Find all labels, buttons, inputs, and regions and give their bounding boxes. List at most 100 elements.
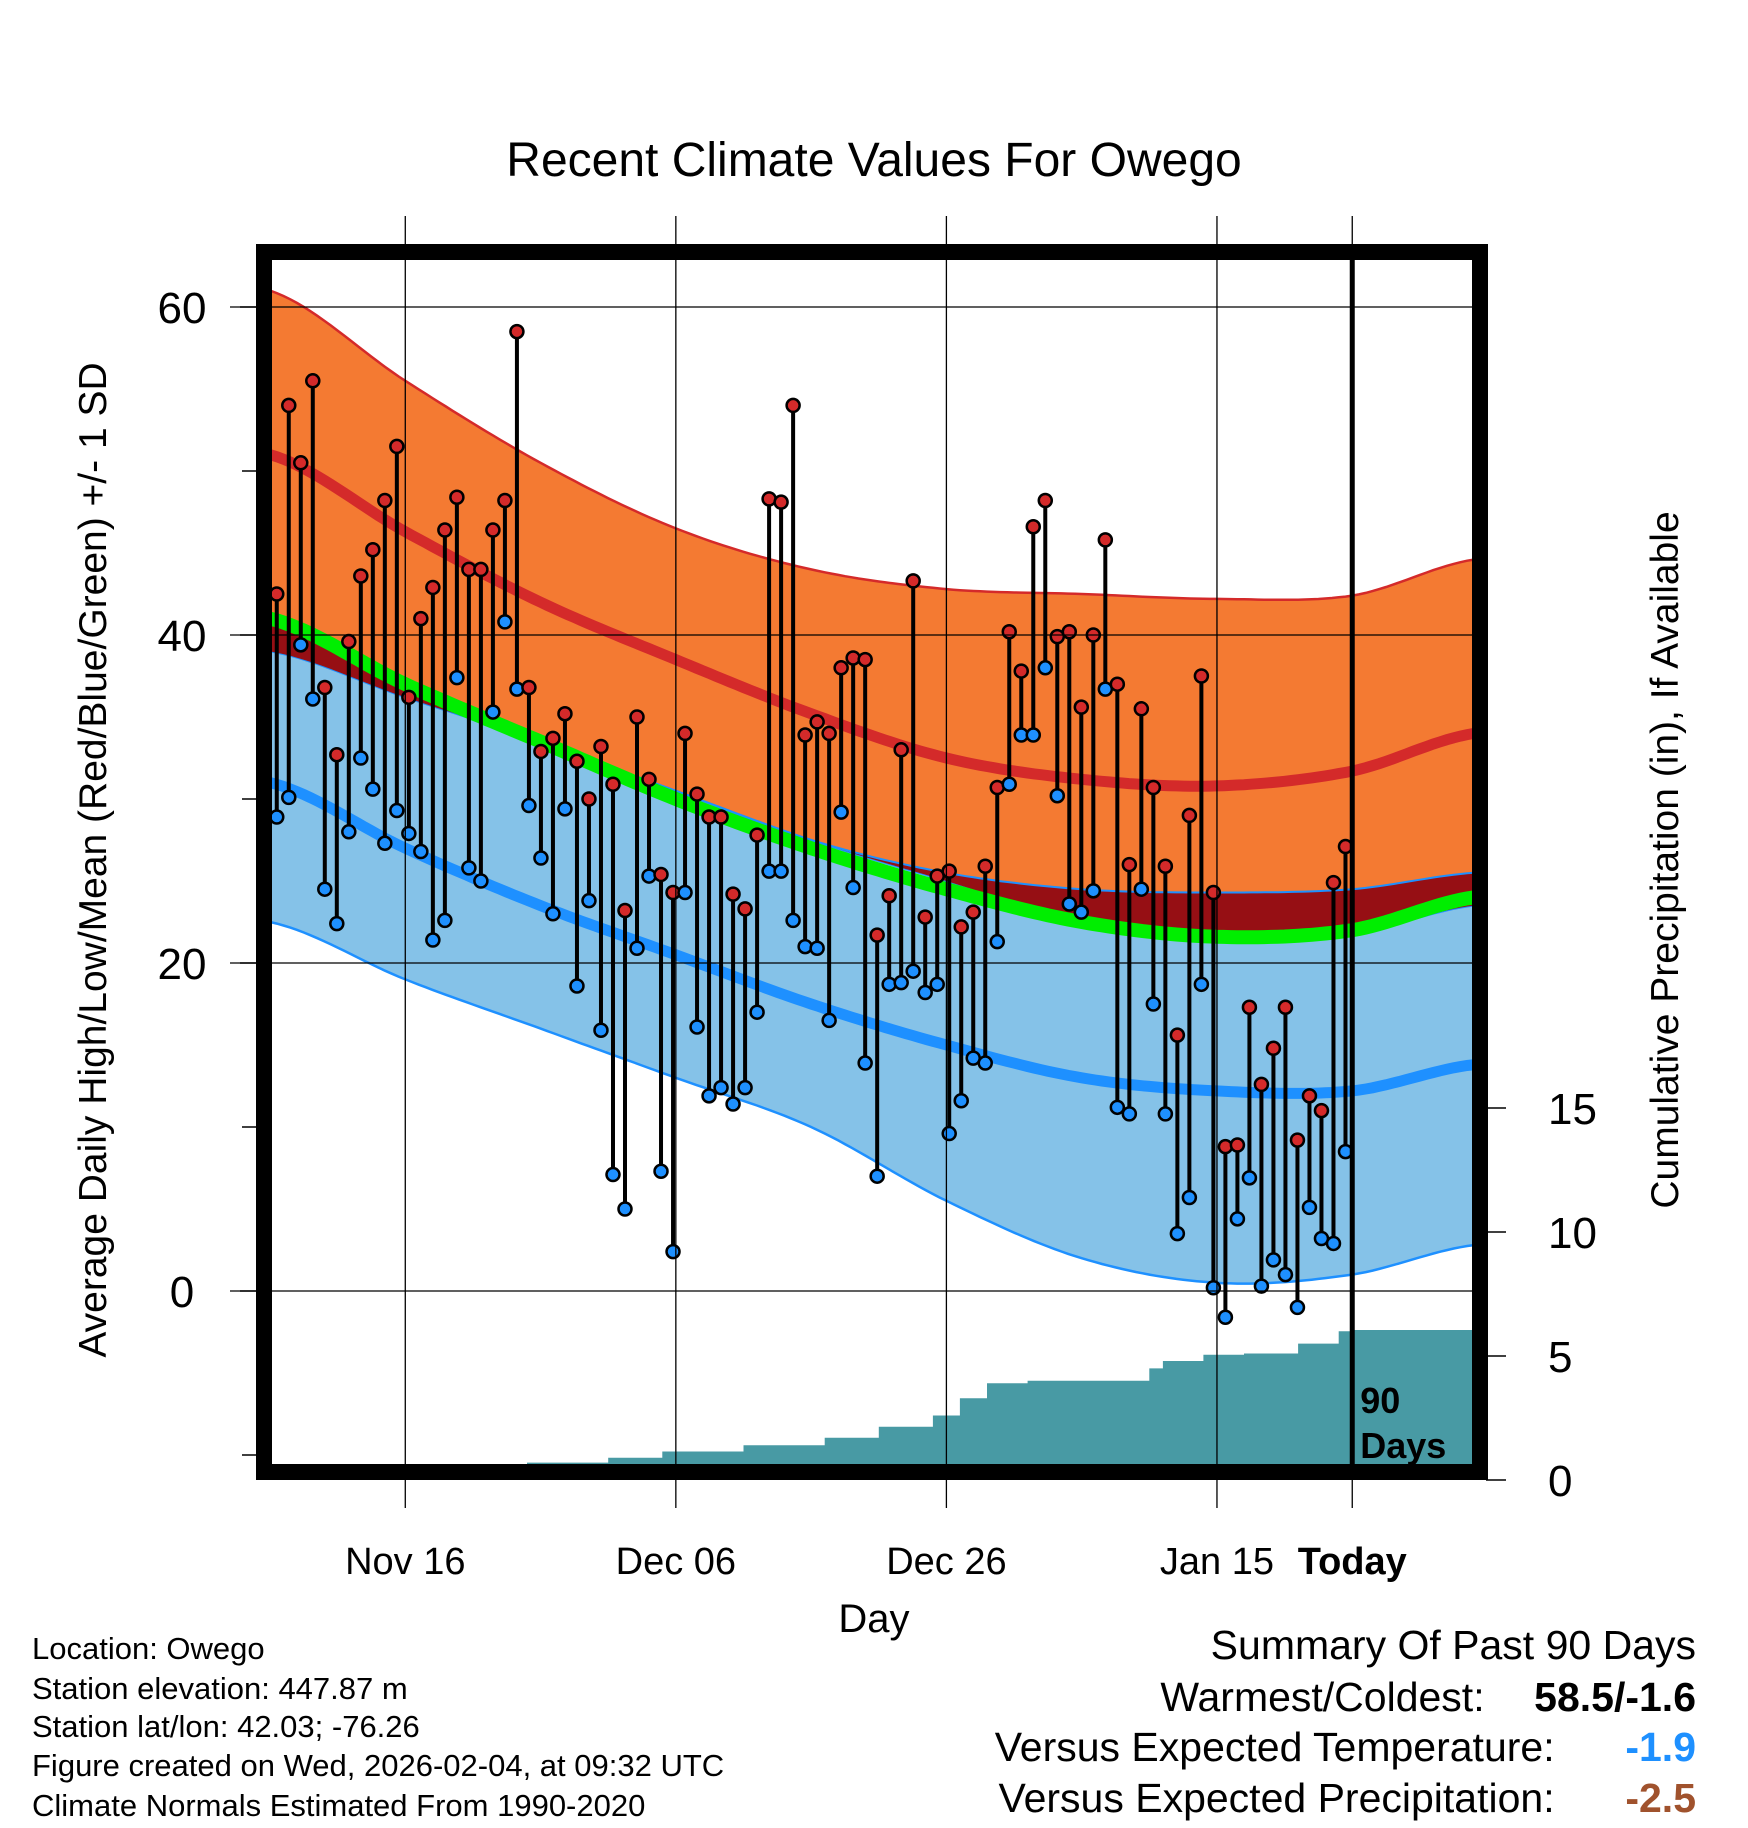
created-text: Figure created on Wed, 2026-02-04, at 09… (32, 1748, 725, 1783)
high-point (581, 791, 597, 807)
high-point (1133, 701, 1150, 717)
location-text: Location: Owego (32, 1631, 265, 1666)
precip-value: -2.5 (1625, 1775, 1696, 1821)
low-point (617, 1201, 633, 1217)
y-axis-label: Average Daily High/Low/Mean (Red/Blue/Gr… (72, 362, 115, 1357)
low-point (689, 1019, 705, 1035)
high-point (1061, 623, 1078, 640)
high-point (773, 494, 789, 510)
low-point (1025, 727, 1042, 743)
low-point (497, 614, 513, 630)
low-point (1265, 1252, 1282, 1268)
y2-tick-label: 5 (1548, 1333, 1572, 1382)
high-point (953, 919, 969, 935)
summary-warmest-coldest: Warmest/Coldest: 58.5/-1.6 (1160, 1674, 1696, 1721)
low-point (629, 940, 645, 956)
low-point (653, 1163, 669, 1180)
high-point (1205, 884, 1222, 901)
low-point (905, 963, 921, 979)
low-point (1217, 1309, 1234, 1325)
high-sd-band (270, 290, 1474, 893)
high-point (509, 323, 525, 340)
low-point (953, 1093, 969, 1109)
high-point (1277, 999, 1294, 1016)
low-point (413, 843, 429, 860)
high-point (1169, 1027, 1186, 1043)
low-point (701, 1088, 717, 1104)
low-point (365, 781, 381, 797)
low-point (389, 802, 405, 819)
chart-title: Recent Climate Values For Owego (506, 134, 1241, 187)
high-point (533, 743, 549, 760)
low-point (893, 974, 909, 991)
x-tick-label: Dec 06 (616, 1541, 736, 1583)
low-point (989, 933, 1005, 950)
high-point (749, 827, 765, 843)
low-point (1289, 1299, 1306, 1316)
low-point (1157, 1106, 1174, 1122)
high-point (1253, 1076, 1270, 1093)
high-point (365, 541, 381, 558)
high-point (1001, 623, 1018, 640)
high-point (785, 397, 801, 414)
y-tick-label: 20 (158, 940, 207, 989)
low-point (773, 863, 789, 879)
high-point (1109, 676, 1126, 692)
high-point (965, 904, 981, 920)
high-point (1313, 1102, 1330, 1119)
high-point (1289, 1132, 1306, 1148)
warmest-coldest-value: 58.5/-1.6 (1534, 1674, 1696, 1720)
low-point (917, 984, 933, 1001)
low-point (305, 691, 321, 707)
low-point (473, 873, 489, 889)
low-point (713, 1079, 729, 1096)
high-point (1037, 492, 1054, 509)
high-point (917, 909, 933, 925)
high-point (1229, 1137, 1246, 1153)
low-point (485, 704, 501, 720)
low-sd-lower-line (270, 920, 1474, 1285)
y2-axis-label: Cumulative Precipitation (in), If Availa… (1644, 511, 1687, 1208)
summary-precipitation: Versus Expected Precipitation: -2.5 (999, 1775, 1697, 1822)
low-point (341, 824, 357, 840)
high-point (869, 927, 885, 943)
low-point (270, 809, 285, 825)
high-point (305, 373, 321, 389)
low-point (545, 906, 561, 922)
high-point (809, 714, 825, 730)
elevation-text: Station elevation: 447.87 m (32, 1671, 408, 1706)
low-point (281, 789, 297, 806)
high-point (641, 771, 657, 788)
high-point (1025, 519, 1042, 535)
today-days-word: Days (1360, 1425, 1446, 1466)
high-point (1013, 663, 1030, 679)
low-point (1193, 976, 1210, 993)
high-point (1241, 999, 1258, 1016)
high-point (377, 492, 393, 509)
low-point (377, 835, 393, 852)
high-point (629, 709, 645, 725)
low-point (1181, 1189, 1198, 1206)
y-tick-label: 40 (158, 612, 207, 661)
high-point (413, 610, 429, 627)
high-point (1097, 532, 1114, 548)
high-point (689, 786, 705, 802)
low-point (941, 1125, 957, 1142)
high-point (317, 679, 333, 696)
low-point (977, 1055, 993, 1071)
low-point (857, 1055, 873, 1071)
warmest-coldest-label: Warmest/Coldest: (1160, 1674, 1485, 1720)
high-point (977, 858, 993, 874)
low-point (1241, 1170, 1258, 1186)
y-tick-label: 0 (170, 1268, 194, 1317)
temp-value: -1.9 (1625, 1724, 1696, 1770)
low-point (749, 1004, 765, 1020)
low-point (665, 1243, 681, 1260)
high-point (737, 901, 753, 917)
high-point (905, 573, 921, 589)
low-point (581, 892, 597, 909)
low-point (461, 860, 477, 876)
high-point (557, 705, 573, 722)
